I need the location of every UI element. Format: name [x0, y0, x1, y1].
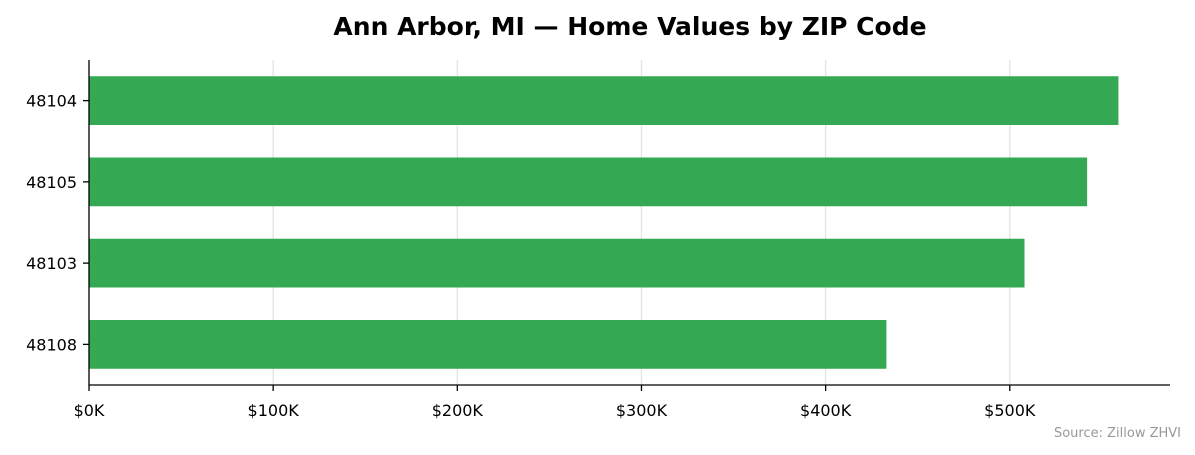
x-tick-label: $0K — [74, 401, 105, 420]
bar-48105 — [89, 157, 1088, 207]
x-tick-label: $500K — [984, 401, 1036, 420]
chart-title: Ann Arbor, MI — Home Values by ZIP Code — [333, 12, 926, 41]
x-tick-label: $400K — [800, 401, 852, 420]
bars — [89, 76, 1119, 369]
y-tick-label: 48103 — [26, 254, 77, 273]
y-tick-label: 48104 — [26, 92, 77, 111]
y-tick-label: 48108 — [26, 335, 77, 354]
bar-48103 — [89, 238, 1025, 288]
bar-48104 — [89, 76, 1119, 125]
source-note: Source: Zillow ZHVI — [1054, 426, 1181, 441]
x-tick-label: $100K — [248, 401, 300, 420]
x-axis-ticks: $0K $100K $200K $300K $400K $500K — [74, 385, 1036, 420]
x-tick-label: $200K — [432, 401, 484, 420]
y-axis-ticks: 48104 48105 48103 48108 — [26, 92, 89, 354]
bar-48108 — [89, 320, 887, 369]
x-tick-label: $300K — [616, 401, 668, 420]
y-tick-label: 48105 — [26, 173, 77, 192]
